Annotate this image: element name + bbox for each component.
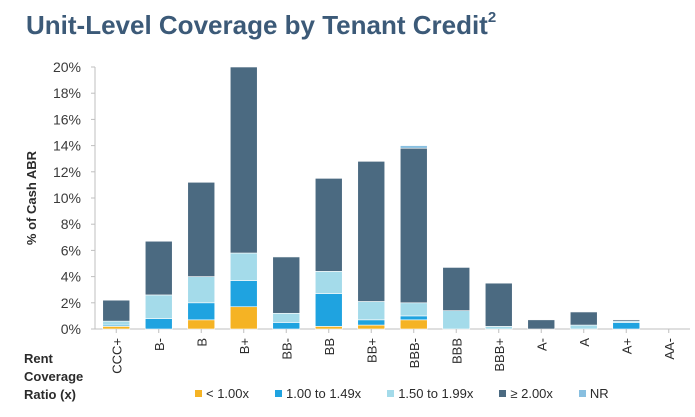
x-category-label: B+ [237, 338, 252, 354]
bar-segment [569, 324, 598, 330]
x-category-label: B [194, 338, 209, 347]
bar-segment [187, 302, 216, 321]
legend-swatch [578, 390, 586, 397]
bar-segment [357, 324, 386, 330]
bar-segment [484, 326, 513, 330]
legend-item: < 1.00x [195, 386, 249, 401]
bar-segment [314, 293, 343, 327]
x-category-label: A+ [619, 338, 634, 354]
bar-segment [272, 312, 301, 323]
bar-segment [144, 294, 173, 319]
bar-segment [399, 147, 428, 304]
legend-swatch [275, 390, 283, 397]
bar-segment [357, 301, 386, 321]
bar-segment [187, 181, 216, 277]
legend-swatch [195, 390, 202, 397]
bar-segment [527, 319, 556, 330]
legend-label: < 1.00x [206, 386, 250, 401]
legend-swatch [499, 390, 507, 397]
bar-segment [612, 319, 641, 322]
bar-segment [272, 256, 301, 314]
legend-label: 1.50 to 1.99x [398, 386, 474, 401]
bar-segment [399, 319, 428, 330]
x-category-label: BB- [279, 338, 294, 360]
y-tick-label: 14% [53, 138, 81, 154]
bar-segment [229, 280, 258, 308]
bar-segment [314, 326, 343, 330]
legend-label: ≥ 2.00x [510, 386, 553, 401]
bar-segment [399, 145, 428, 149]
rcr-label-line-2: Coverage [24, 369, 84, 384]
y-tick-label: 18% [53, 85, 81, 101]
y-tick-label: 4% [61, 269, 81, 285]
x-category-label: A- [534, 338, 549, 351]
page-title: Unit-Level Coverage by Tenant Credit2 [26, 9, 497, 41]
x-category-label: BBB- [407, 338, 422, 368]
y-tick-label: 2% [61, 295, 81, 311]
y-tick-label: 0% [61, 321, 81, 337]
bar-segment [569, 311, 598, 326]
x-category-label: B- [152, 338, 167, 351]
bar-segment [229, 306, 258, 330]
bar-segment [144, 318, 173, 330]
y-tick-label: 10% [53, 190, 81, 206]
legend-label: NR [589, 386, 609, 401]
x-category-label: CCC+ [109, 338, 124, 374]
y-tick-label: 16% [53, 111, 81, 127]
legend-item: 1.50 to 1.99x [387, 386, 473, 401]
bar-segment [272, 322, 301, 330]
bar-segment [187, 276, 216, 304]
bar-segment [144, 240, 173, 296]
legend-swatch [387, 390, 395, 397]
x-category-label: BB+ [364, 338, 379, 363]
bar-segment [612, 322, 641, 330]
bar-segment [442, 267, 471, 311]
rent-coverage-ratio-label: Rent Coverage Ratio (x) [24, 350, 83, 404]
x-category-label: A [577, 338, 592, 347]
y-tick-label: 12% [53, 164, 81, 180]
bar-segment [442, 310, 471, 330]
y-tick-label: 8% [61, 216, 81, 232]
bar-segment [229, 66, 258, 254]
bar-segment [399, 315, 428, 321]
legend-label: 1.00 to 1.49x [286, 386, 362, 401]
bar-segment [314, 271, 343, 294]
bar-segment [314, 178, 343, 272]
y-axis-label: % of Cash ABR [24, 150, 39, 245]
bar-segment [229, 252, 258, 281]
legend-item: 1.00 to 1.49x [275, 386, 361, 401]
y-tick-label: 20% [53, 59, 81, 75]
bar-segment [102, 299, 131, 322]
x-category-label: BB [322, 338, 337, 355]
rcr-label-line-1: Rent [24, 351, 53, 366]
rcr-label-line-3: Ratio (x) [24, 387, 76, 402]
bar-segment [102, 320, 131, 326]
bar-segment [102, 326, 131, 330]
legend-item: ≥ 2.00x [499, 386, 553, 401]
x-category-label: BBB+ [492, 338, 507, 372]
y-tick-label: 6% [61, 242, 81, 258]
legend-item: NR [578, 386, 609, 401]
title-footnote-marker: 2 [487, 9, 497, 27]
title-text: Unit-Level Coverage by Tenant Credit [26, 10, 488, 40]
bar-segment [357, 161, 386, 302]
bar-segment [187, 319, 216, 330]
bar-segment [399, 302, 428, 317]
x-category-label: BBB [449, 338, 464, 364]
bar-segment [484, 282, 513, 327]
bar-segment [357, 319, 386, 326]
chart-legend: < 1.00x 1.00 to 1.49x 1.50 to 1.99x ≥ 2.00x… [195, 386, 609, 401]
x-category-label: AA- [662, 338, 677, 360]
